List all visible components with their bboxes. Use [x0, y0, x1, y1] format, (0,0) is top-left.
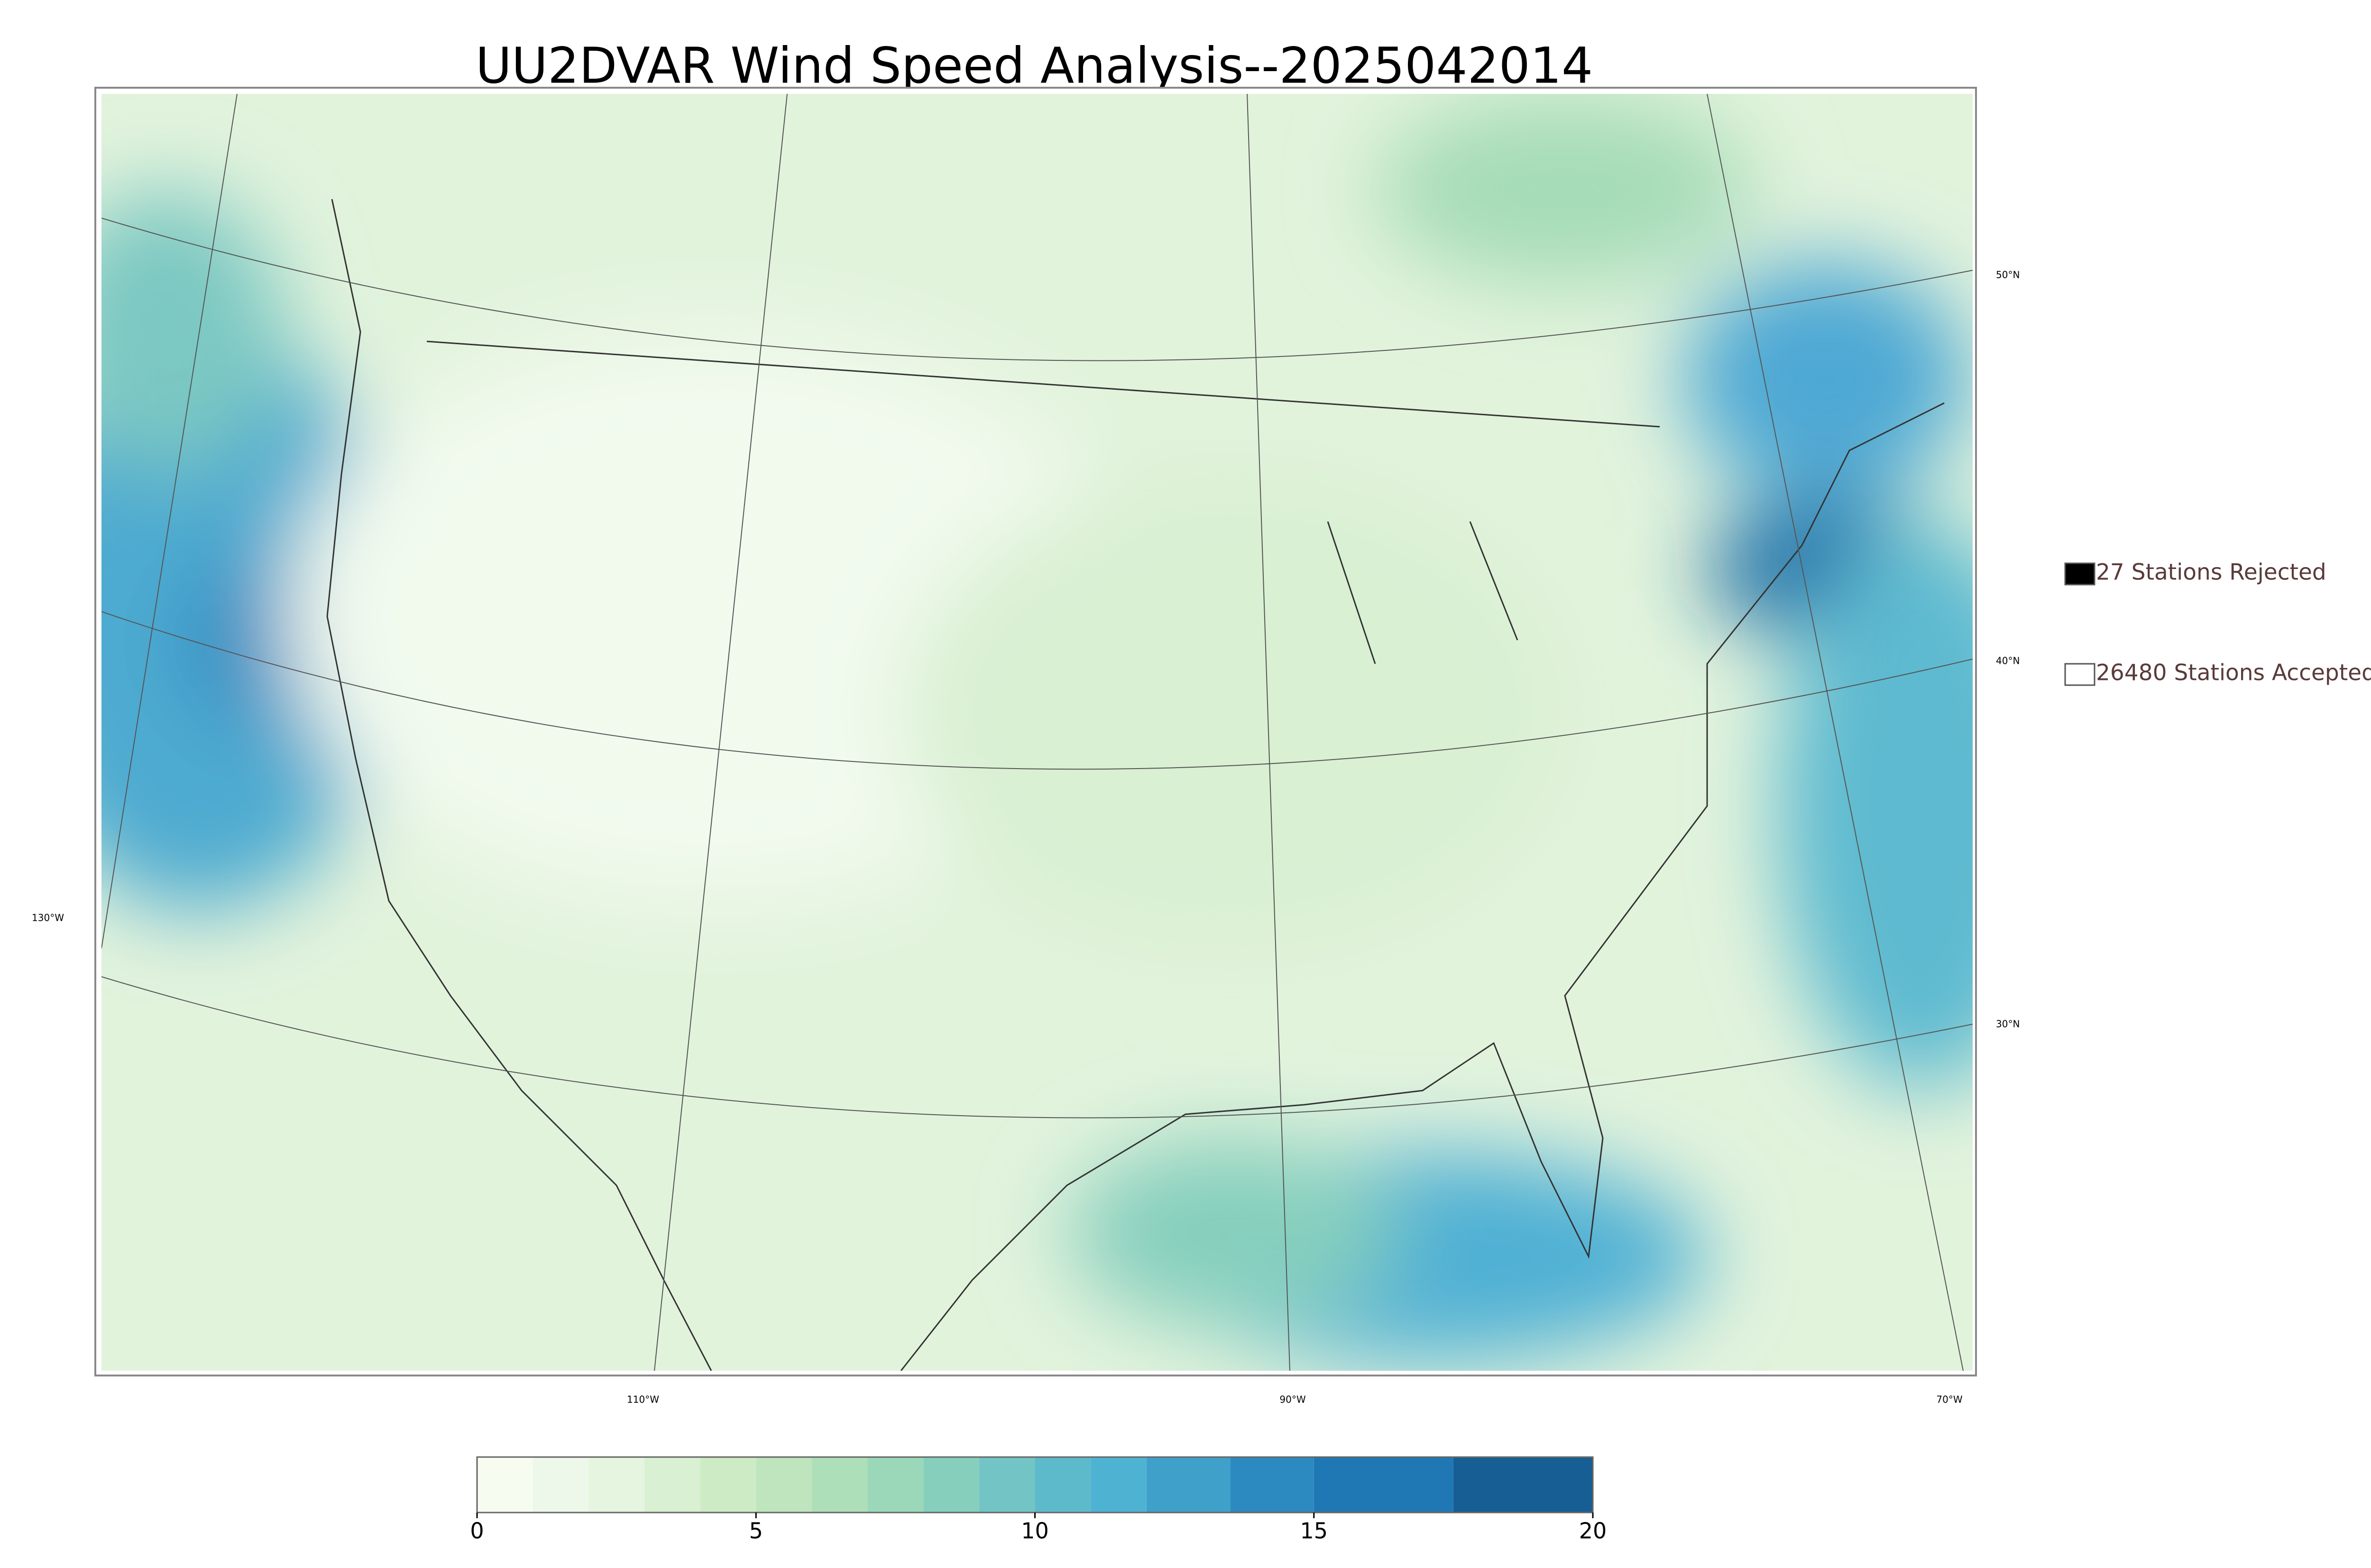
- colorbar-band: [1146, 1457, 1231, 1513]
- legend-label: 26480 Stations Accepted: [2096, 660, 2371, 686]
- colorbar-band: [644, 1457, 700, 1513]
- colorbar-band: [477, 1457, 533, 1513]
- colorbar-tick-label: 5: [749, 1518, 763, 1544]
- latitude-label: 40°N: [1996, 655, 2020, 667]
- legend-swatch: [2064, 663, 2095, 686]
- colorbar-tick-label: 0: [470, 1518, 484, 1544]
- colorbar-band: [1035, 1457, 1091, 1513]
- latitude-label: 50°N: [1996, 269, 2020, 281]
- graticule-lines: [101, 94, 1973, 1371]
- longitude-label: 110°W: [627, 1394, 659, 1405]
- colorbar-band: [979, 1457, 1035, 1513]
- graticule-labels: 50°N 40°N 30°N 130°W 110°W 90°W 70°W: [32, 269, 2020, 1405]
- colorbar-band: [811, 1457, 868, 1513]
- map-field: [101, 94, 1973, 1371]
- legend: 27 Stations Rejected 26480 Stations Accep…: [2064, 559, 2371, 686]
- colorbar-band: [923, 1457, 979, 1513]
- legend-swatch: [2064, 562, 2095, 586]
- colorbar-band: [756, 1457, 812, 1513]
- colorbar-band: [533, 1457, 589, 1513]
- coastlines: [326, 199, 1945, 1371]
- colorbar-tick-label: 20: [1579, 1518, 1607, 1544]
- wind-patches: [101, 95, 1973, 1361]
- colorbar-band: [700, 1457, 756, 1513]
- longitude-label: 90°W: [1279, 1394, 1305, 1405]
- colorbar-band: [1230, 1457, 1314, 1513]
- colorbar-tick-label: 10: [1021, 1518, 1049, 1544]
- colorbar-tick-label: 15: [1300, 1518, 1328, 1544]
- latitude-label: 30°N: [1996, 1018, 2020, 1030]
- colorbar-band: [1453, 1457, 1593, 1513]
- title: UU2DVAR Wind Speed Analysis--2025042014: [476, 37, 1593, 94]
- colorbar-band: [1314, 1457, 1453, 1513]
- colorbar-band: [1091, 1457, 1147, 1513]
- longitude-label: 70°W: [1936, 1394, 1962, 1405]
- colorbar-band: [867, 1457, 924, 1513]
- colorbar-band: [588, 1457, 644, 1513]
- longitude-label: 130°W: [32, 912, 64, 924]
- legend-label: 27 Stations Rejected: [2096, 559, 2326, 586]
- colorbar: 0 5 10 15 20: [470, 1456, 1607, 1544]
